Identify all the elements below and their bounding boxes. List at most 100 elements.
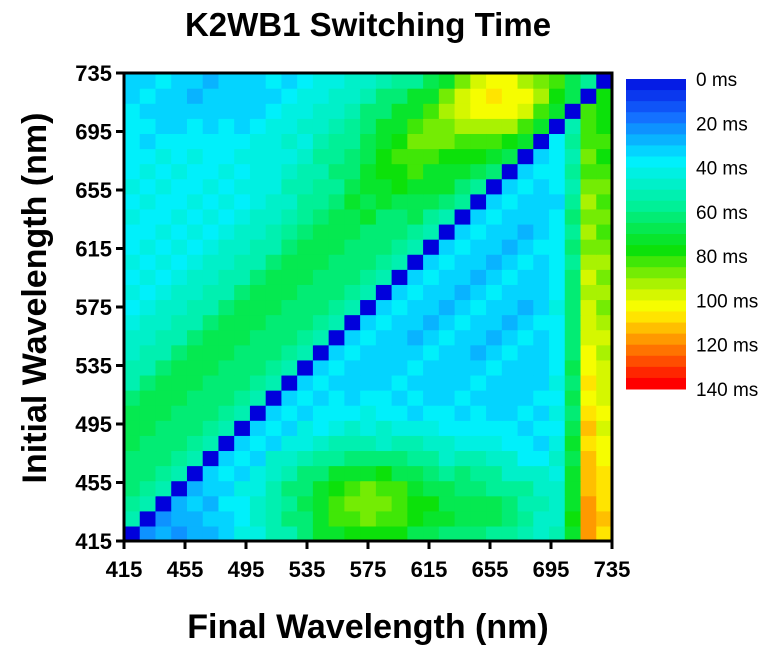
heatmap-cell [391, 510, 408, 527]
heatmap-cell [423, 254, 440, 270]
heatmap-cell [312, 284, 330, 301]
heatmap-cell [580, 525, 597, 542]
heatmap-cell [564, 148, 582, 165]
heatmap-cell [596, 495, 613, 512]
heatmap-cell [438, 163, 456, 180]
heatmap-cell [375, 208, 393, 225]
heatmap-cell [533, 359, 550, 376]
heatmap-cell [533, 314, 550, 331]
heatmap-cell [486, 480, 503, 497]
heatmap-cell [265, 73, 283, 89]
heatmap-cell [202, 254, 220, 270]
heatmap-cell [407, 465, 424, 482]
heatmap-cell [186, 314, 204, 331]
heatmap-cell [171, 208, 188, 225]
heatmap-cell [124, 525, 141, 542]
heatmap-cell [580, 223, 597, 240]
colorbar [626, 79, 686, 390]
heatmap-cell [501, 193, 519, 210]
heatmap-cell [124, 73, 141, 89]
heatmap-cell [486, 495, 503, 512]
heatmap-cell [328, 269, 345, 285]
heatmap-cell [407, 73, 424, 89]
heatmap-cell [124, 359, 141, 376]
heatmap-cell [344, 480, 361, 497]
heatmap-cell [249, 163, 267, 180]
heatmap-cell [328, 103, 345, 119]
heatmap-cell [517, 178, 534, 195]
heatmap-cell [564, 269, 582, 285]
heatmap-cell [580, 148, 597, 165]
heatmap-cell [124, 148, 141, 165]
heatmap-cell [564, 163, 582, 180]
heatmap-cell [124, 314, 141, 331]
heatmap-cell [454, 163, 471, 180]
heatmap-cell [281, 88, 298, 104]
heatmap-cell [265, 374, 283, 391]
heatmap-cell [580, 344, 597, 361]
heatmap-cell [454, 405, 471, 421]
heatmap-cell [423, 465, 440, 482]
heatmap-cell [517, 420, 534, 436]
heatmap-cell [438, 450, 456, 467]
heatmap-cell [470, 299, 487, 316]
heatmap-cell [124, 178, 141, 195]
heatmap-cell [202, 284, 220, 301]
heatmap-cell [265, 163, 283, 180]
heatmap-cell [564, 480, 582, 497]
heatmap-cell [454, 178, 471, 195]
heatmap-cell [517, 435, 534, 452]
heatmap-cell [580, 359, 597, 376]
heatmap-cell [580, 405, 597, 421]
heatmap-cell [438, 193, 456, 210]
colorbar-swatch [626, 90, 686, 102]
heatmap-cell [328, 299, 345, 316]
heatmap-cell [344, 359, 361, 376]
colorbar-swatch [626, 211, 686, 224]
heatmap-cell [391, 193, 408, 210]
heatmap-cell [155, 420, 172, 436]
heatmap-cell [375, 103, 393, 119]
heatmap-cell [124, 103, 141, 119]
heatmap-cell [564, 329, 582, 346]
heatmap-cell [517, 239, 534, 255]
heatmap-cell [124, 495, 141, 512]
heatmap-cell [360, 208, 377, 225]
heatmap-cell [249, 148, 267, 165]
heatmap-cell [155, 314, 172, 331]
heatmap-cell [218, 208, 235, 225]
heatmap-cell [564, 133, 582, 150]
heatmap-cell [139, 284, 157, 301]
heatmap-cell [549, 88, 566, 104]
heatmap-cell [533, 465, 550, 482]
heatmap-cell [139, 193, 157, 210]
heatmap-cell [218, 390, 235, 406]
heatmap-cell [454, 299, 471, 316]
heatmap-cell [423, 88, 440, 104]
heatmap-cell [407, 254, 424, 270]
heatmap-cell [360, 480, 377, 497]
heatmap-cell [218, 420, 235, 436]
heatmap-cell [470, 435, 487, 452]
y-tick-label: 695 [75, 120, 112, 145]
heatmap-cell [186, 88, 204, 104]
heatmap-cell [265, 329, 283, 346]
heatmap-cell [517, 299, 534, 316]
heatmap-cell [265, 420, 283, 436]
heatmap-cell [139, 73, 157, 89]
heatmap-cell [454, 208, 471, 225]
heatmap-cell [580, 495, 597, 512]
heatmap-cell [423, 103, 440, 119]
y-axis-ticks: 415 455 495 535 575 615 655 695 735 [75, 61, 124, 554]
heatmap-cell [234, 118, 251, 134]
heatmap-cell [564, 284, 582, 301]
heatmap-cell [344, 103, 361, 119]
heatmap-cell [234, 390, 251, 406]
heatmap-cell [470, 208, 487, 225]
heatmap-cell [470, 405, 487, 421]
heatmap-cell [139, 359, 157, 376]
heatmap-cell [501, 495, 519, 512]
heatmap-cell [423, 510, 440, 527]
heatmap-cell [234, 495, 251, 512]
heatmap-cell [360, 239, 377, 255]
